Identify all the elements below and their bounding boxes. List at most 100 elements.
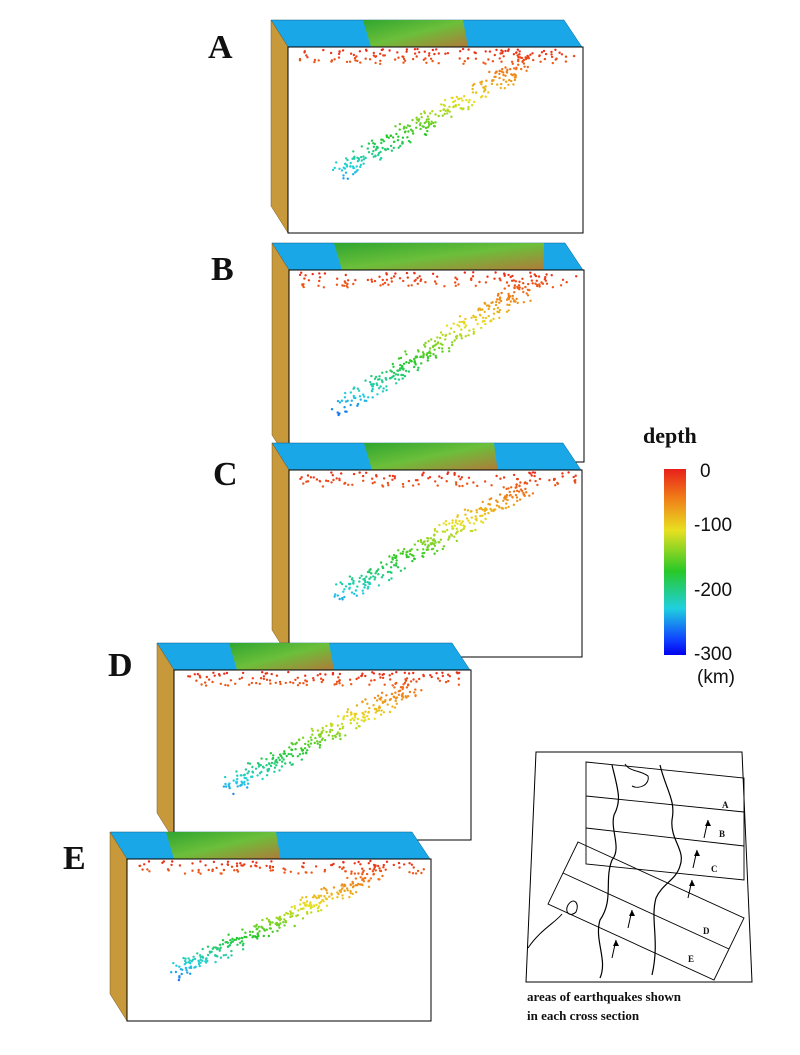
hypocenter-point [301, 896, 304, 899]
hypocenter-point [361, 878, 364, 882]
hypocenter-point [405, 126, 408, 129]
hypocenter-point [296, 755, 300, 758]
hypocenter-point [464, 513, 467, 516]
hypocenter-point [298, 753, 302, 756]
hypocenter-point [515, 51, 518, 54]
hypocenter-point [344, 273, 347, 277]
hypocenter-point [385, 370, 388, 374]
coastline-east [651, 764, 682, 976]
hypocenter-point [458, 57, 461, 60]
hypocenter-point [270, 761, 274, 765]
hypocenter-point [455, 527, 458, 530]
hypocenter-point [360, 574, 363, 577]
hypocenter-point [323, 272, 327, 275]
hypocenter-point [362, 712, 365, 716]
hypocenter-point [360, 145, 363, 148]
hypocenter-point [429, 354, 432, 358]
hypocenter-point [536, 483, 539, 487]
hypocenter-point [420, 362, 423, 365]
hypocenter-point [352, 394, 355, 398]
hypocenter-point [427, 537, 430, 540]
hypocenter-point [394, 377, 397, 381]
hypocenter-point [408, 871, 411, 874]
hypocenter-point [521, 287, 524, 290]
panel-letter-b: B [211, 251, 234, 288]
hypocenter-point [338, 50, 341, 53]
hypocenter-point [533, 474, 536, 478]
hypocenter-point [534, 479, 537, 483]
legend-tick-300: -300 [694, 644, 732, 665]
hypocenter-point [423, 133, 427, 136]
hypocenter-point [362, 155, 365, 158]
hypocenter-point [453, 471, 456, 475]
hypocenter-point [259, 677, 263, 680]
hypocenter-point [374, 576, 377, 579]
hypocenter-point [405, 271, 409, 275]
hypocenter-point [405, 696, 408, 699]
hypocenter-point [250, 681, 254, 685]
hypocenter-point [241, 937, 244, 940]
hypocenter-point [447, 347, 451, 350]
hypocenter-point [327, 734, 330, 737]
hypocenter-point [447, 679, 450, 683]
hypocenter-point [395, 702, 398, 705]
hypocenter-point [338, 672, 342, 676]
hypocenter-point [481, 521, 485, 524]
hypocenter-point [184, 957, 187, 960]
hypocenter-point [401, 377, 404, 380]
hypocenter-point [326, 891, 329, 895]
hypocenter-point [473, 100, 476, 104]
hypocenter-point [455, 95, 459, 99]
hypocenter-point [381, 390, 385, 393]
hypocenter-point [539, 60, 542, 63]
hypocenter-point [352, 150, 355, 153]
hypocenter-point [255, 923, 258, 926]
hypocenter-point [411, 118, 414, 122]
hypocenter-point [313, 741, 316, 745]
hypocenter-point [483, 512, 487, 516]
hypocenter-point [454, 276, 457, 279]
map-label-c: C [711, 864, 718, 874]
hypocenter-point [533, 273, 536, 276]
hypocenter-point [528, 289, 531, 292]
hypocenter-point [216, 955, 219, 958]
hypocenter-point [275, 921, 278, 925]
hypocenter-point [298, 903, 302, 906]
hypocenter-point [392, 371, 396, 375]
hypocenter-point [312, 679, 315, 682]
hypocenter-point [403, 375, 407, 378]
map-caption-line2: in each cross section [527, 1008, 640, 1023]
hypocenter-point [436, 336, 439, 339]
hypocenter-point [529, 299, 532, 302]
hypocenter-point [413, 357, 416, 361]
hypocenter-point [463, 271, 466, 274]
hypocenter-point [205, 961, 208, 964]
hypocenter-point [222, 954, 225, 957]
hypocenter-point [346, 177, 349, 180]
hypocenter-point [433, 280, 437, 283]
hypocenter-point [529, 53, 532, 56]
hypocenter-point [448, 522, 451, 525]
hypocenter-point [487, 314, 490, 318]
hypocenter-point [345, 887, 349, 890]
hypocenter-point [411, 57, 415, 61]
panel-letter-c: C [213, 456, 238, 493]
hypocenter-point [434, 356, 438, 359]
hypocenter-point [437, 62, 440, 65]
hypocenter-point [413, 557, 416, 561]
hypocenter-point [417, 366, 420, 369]
hypocenter-point [322, 48, 325, 52]
hypocenter-point [322, 886, 326, 890]
hypocenter-point [394, 125, 397, 128]
hypocenter-point [446, 52, 450, 55]
hypocenter-point [435, 282, 438, 285]
hypocenter-point [444, 338, 447, 341]
hypocenter-point [296, 914, 299, 917]
hypocenter-point [367, 862, 370, 865]
hypocenter-point [318, 272, 321, 275]
hypocenter-point [289, 915, 292, 919]
hypocenter-point [323, 868, 327, 872]
hypocenter-point [187, 675, 190, 678]
hypocenter-point [320, 888, 323, 891]
hypocenter-point [310, 727, 313, 730]
